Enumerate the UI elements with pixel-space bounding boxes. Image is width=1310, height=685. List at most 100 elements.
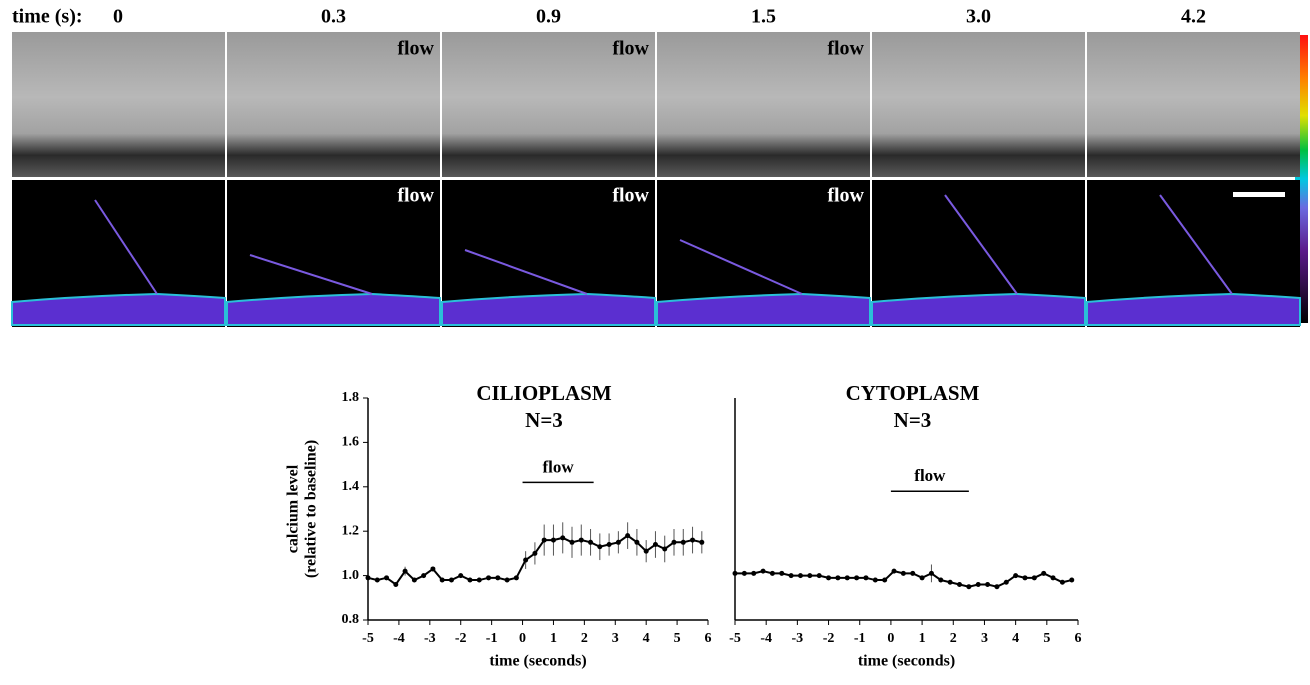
data-point xyxy=(384,575,390,581)
chart-title: CYTOPLASM xyxy=(846,381,980,405)
data-point xyxy=(1050,575,1056,581)
x-tick-label: 6 xyxy=(1075,631,1082,646)
x-tick-label: 1 xyxy=(550,631,557,646)
data-point xyxy=(1059,579,1065,585)
time-value: 4.2 xyxy=(1181,6,1206,28)
data-point xyxy=(652,542,658,548)
data-point xyxy=(513,575,519,581)
x-tick-label: -2 xyxy=(455,631,467,646)
y-tick-label: 1.6 xyxy=(342,435,360,450)
cell-body xyxy=(226,292,441,326)
y-tick-label: 1.4 xyxy=(342,479,360,494)
data-point xyxy=(476,577,482,583)
data-point xyxy=(797,573,803,579)
y-axis-label: (relative to baseline) xyxy=(303,440,320,578)
data-point xyxy=(938,577,944,583)
x-tick-label: -1 xyxy=(486,631,498,646)
x-tick-label: 0 xyxy=(519,631,526,646)
x-tick-label: -1 xyxy=(854,631,866,646)
data-point xyxy=(1069,577,1075,583)
data-point xyxy=(1022,575,1028,581)
x-tick-label: 5 xyxy=(674,631,681,646)
brightfield-image xyxy=(872,32,1085,177)
data-point xyxy=(1003,579,1009,585)
data-point xyxy=(523,557,529,563)
brightfield-image xyxy=(1087,32,1300,177)
cilium xyxy=(249,254,373,295)
data-point xyxy=(741,570,747,576)
cell-body xyxy=(1086,292,1301,326)
data-point xyxy=(826,575,832,581)
y-tick-label: 1.0 xyxy=(342,568,360,583)
brightfield-image xyxy=(12,32,225,177)
data-point xyxy=(448,577,454,583)
chart-subtitle: N=3 xyxy=(525,408,563,432)
x-tick-label: 0 xyxy=(887,631,894,646)
x-tick-label: -3 xyxy=(424,631,436,646)
flow-annotation: flow xyxy=(914,466,946,485)
data-point xyxy=(760,568,766,574)
x-tick-label: -5 xyxy=(362,631,374,646)
data-point xyxy=(1041,570,1047,576)
data-point xyxy=(807,573,813,579)
data-point xyxy=(421,573,427,579)
cilium xyxy=(679,239,803,295)
x-axis-label: time (seconds) xyxy=(858,653,955,670)
data-point xyxy=(430,566,436,572)
data-point xyxy=(504,577,510,583)
flow-label: flow xyxy=(827,38,864,60)
data-point xyxy=(643,548,649,554)
data-point xyxy=(732,570,738,576)
data-point xyxy=(597,544,603,550)
data-point xyxy=(900,570,906,576)
time-value: 0 xyxy=(113,6,123,28)
x-axis-label: time (seconds) xyxy=(489,653,586,670)
data-point xyxy=(835,575,841,581)
x-tick-label: 6 xyxy=(705,631,712,646)
data-point xyxy=(985,581,991,587)
data-point xyxy=(863,575,869,581)
cell-body xyxy=(441,292,656,326)
chart-subtitle: N=3 xyxy=(894,408,932,432)
data-point xyxy=(751,570,757,576)
data-point xyxy=(662,546,668,552)
data-point xyxy=(1031,575,1037,581)
cell-body xyxy=(656,292,871,326)
cilium xyxy=(1159,194,1233,295)
data-point xyxy=(690,537,696,543)
cilium xyxy=(464,249,588,295)
cell-body xyxy=(871,292,1086,326)
data-point xyxy=(393,581,399,587)
data-point xyxy=(975,581,981,587)
data-point xyxy=(625,533,631,539)
y-axis-label: calcium level xyxy=(285,464,302,553)
data-point xyxy=(1013,573,1019,579)
data-point xyxy=(606,542,612,548)
flow-label: flow xyxy=(397,38,434,60)
flow-label: flow xyxy=(612,38,649,60)
data-point xyxy=(910,570,916,576)
time-value: 1.5 xyxy=(751,6,776,28)
flow-label: flow xyxy=(612,185,649,207)
flow-label: flow xyxy=(397,185,434,207)
time-value: 0.9 xyxy=(536,6,561,28)
cilium xyxy=(944,194,1018,295)
data-point xyxy=(844,575,850,581)
x-tick-label: -4 xyxy=(760,631,772,646)
y-tick-label: 1.8 xyxy=(342,390,360,405)
data-point xyxy=(769,570,775,576)
scale-bar xyxy=(1233,192,1285,197)
data-point xyxy=(994,584,1000,590)
chart-title: CILIOPLASM xyxy=(476,381,612,405)
x-tick-label: 4 xyxy=(1012,631,1019,646)
data-point xyxy=(532,550,538,556)
data-point xyxy=(615,539,621,545)
time-value: 0.3 xyxy=(321,6,346,28)
brightfield-image xyxy=(442,32,655,177)
data-point xyxy=(966,584,972,590)
data-point xyxy=(854,575,860,581)
data-point xyxy=(891,568,897,574)
data-point xyxy=(947,579,953,585)
data-point xyxy=(680,539,686,545)
